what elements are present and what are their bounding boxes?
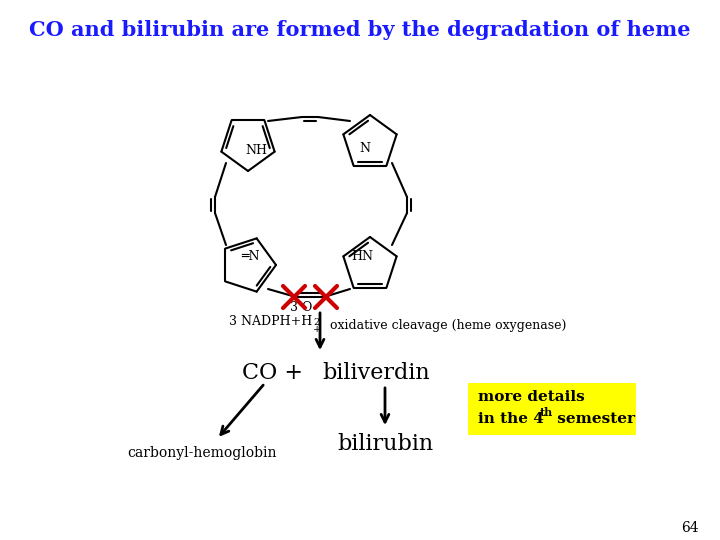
FancyBboxPatch shape: [468, 383, 636, 435]
Text: NH: NH: [245, 145, 267, 158]
Text: N: N: [359, 141, 371, 154]
Text: 3 O: 3 O: [289, 301, 312, 314]
Text: th: th: [540, 407, 553, 417]
Text: oxidative cleavage (heme oxygenase): oxidative cleavage (heme oxygenase): [330, 319, 567, 332]
Text: in the 4: in the 4: [478, 412, 544, 426]
Text: HN: HN: [351, 251, 373, 264]
Text: CO and bilirubin are formed by the degradation of heme: CO and bilirubin are formed by the degra…: [30, 20, 690, 40]
Text: semester: semester: [552, 412, 635, 426]
Text: 3 NADPH+H: 3 NADPH+H: [229, 315, 312, 328]
Text: carbonyl-hemoglobin: carbonyl-hemoglobin: [127, 446, 276, 460]
Text: 2: 2: [313, 318, 319, 327]
Text: more details: more details: [478, 390, 585, 404]
Text: +: +: [313, 325, 321, 334]
Text: biliverdin: biliverdin: [322, 362, 430, 384]
Text: CO +: CO +: [242, 362, 310, 384]
Text: ═N: ═N: [240, 251, 259, 264]
Text: 64: 64: [681, 521, 699, 535]
Text: bilirubin: bilirubin: [337, 433, 433, 455]
